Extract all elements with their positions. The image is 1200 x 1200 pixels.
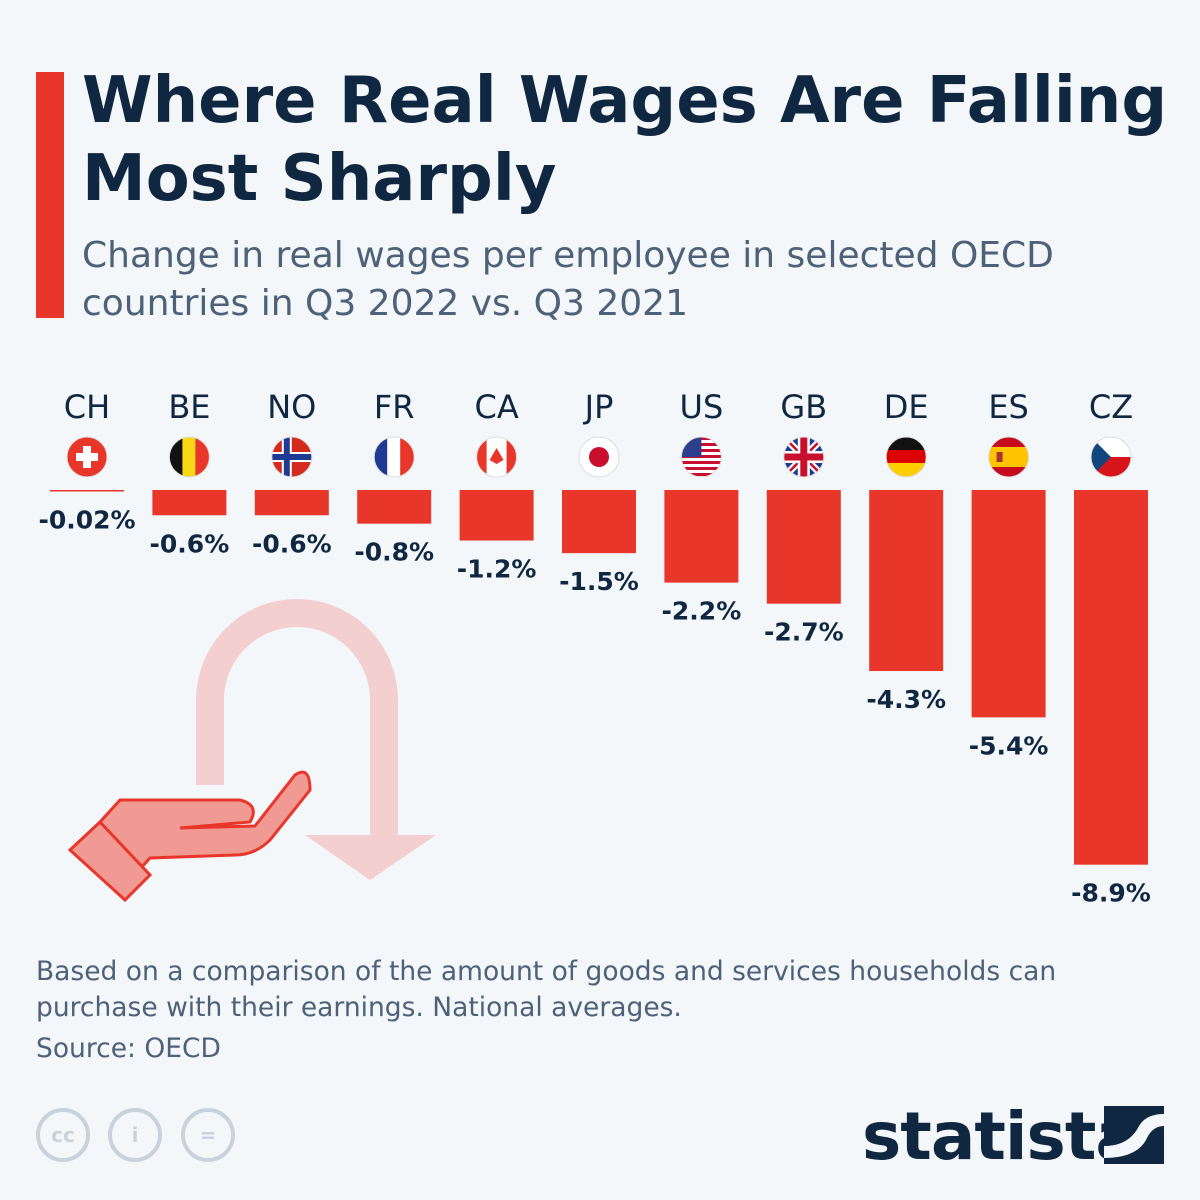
data-label: -5.4% [969, 731, 1049, 760]
bar-group-cz: CZ -8.9% [1071, 388, 1151, 908]
bar[interactable] [152, 490, 227, 516]
data-label: -2.2% [662, 597, 742, 626]
category-label: NO [267, 388, 316, 426]
bar-group-es: ES -5.4% [969, 388, 1049, 760]
category-label: FR [374, 388, 415, 426]
bar-chart: CH -0.02% BE -0.6% NO -0.6% FR -0.8% CA -1.2% JP -1… [38, 388, 1151, 908]
data-label: -0.6% [150, 529, 230, 558]
flag-gb-icon [783, 437, 824, 477]
category-label: US [680, 388, 724, 426]
data-label: -4.3% [866, 685, 946, 714]
flag-cz-icon [1091, 437, 1131, 477]
bar[interactable] [357, 490, 432, 524]
bar[interactable] [459, 490, 534, 541]
bar-group-fr: FR -0.8% [354, 388, 434, 567]
bar-group-ch: CH -0.02% [38, 388, 135, 535]
data-label: -1.2% [457, 555, 537, 584]
bar[interactable] [971, 490, 1046, 718]
category-label: ES [988, 388, 1029, 426]
category-label: CA [474, 388, 518, 426]
data-label: -0.02% [38, 506, 135, 535]
category-label: BE [168, 388, 210, 426]
flag-es-icon [988, 437, 1029, 477]
category-label: CH [64, 388, 110, 426]
bar[interactable] [869, 490, 944, 672]
bar-group-ca: CA -1.2% [457, 388, 537, 584]
bar-group-no: NO -0.6% [252, 388, 332, 558]
no-derivatives-icon[interactable]: = [181, 1108, 235, 1162]
cc-icon[interactable]: cc [36, 1108, 90, 1162]
bar[interactable] [50, 490, 124, 492]
bar[interactable] [664, 490, 739, 583]
flag-ca-icon [476, 437, 517, 477]
bar[interactable] [1074, 490, 1148, 865]
brand-name: statista [862, 1098, 1140, 1175]
flag-no-icon [271, 437, 312, 477]
category-label: GB [780, 388, 827, 426]
flag-fr-icon [374, 437, 415, 477]
data-label: -8.9% [1071, 879, 1151, 908]
bar[interactable] [254, 490, 329, 516]
data-label: -1.5% [559, 567, 639, 596]
category-label: CZ [1089, 388, 1133, 426]
bar-group-jp: JP -1.5% [559, 388, 639, 596]
bar-group-be: BE -0.6% [150, 388, 230, 558]
flag-be-icon [169, 437, 210, 477]
bar-group-gb: GB -2.7% [764, 388, 844, 647]
source-link[interactable]: Source: OECD [36, 1033, 221, 1064]
attribution-icon[interactable]: i [108, 1108, 162, 1162]
flag-ch-icon [67, 437, 107, 477]
category-label: JP [583, 388, 614, 426]
flag-de-icon [886, 437, 927, 477]
flag-jp-icon [579, 437, 619, 477]
category-label: DE [884, 388, 929, 426]
accent-bar [36, 72, 64, 318]
bar-group-us: US -2.2% [662, 388, 742, 626]
chart-subtitle: Change in real wages per employee in sel… [82, 235, 1054, 324]
data-label: -0.8% [354, 538, 434, 567]
bar[interactable] [766, 490, 841, 604]
data-label: -0.6% [252, 529, 332, 558]
data-label: -2.7% [764, 618, 844, 647]
chart-title: Where Real Wages Are Falling Most Sharpl… [82, 64, 1168, 216]
bar[interactable] [562, 490, 636, 554]
bar-group-de: DE -4.3% [866, 388, 946, 714]
statista-logo-mark-icon [1104, 1106, 1164, 1164]
statista-logo[interactable]: statista [862, 1098, 1140, 1175]
hand-money-icon [67, 599, 436, 903]
footnote: Based on a comparison of the amount of g… [36, 956, 1057, 1023]
